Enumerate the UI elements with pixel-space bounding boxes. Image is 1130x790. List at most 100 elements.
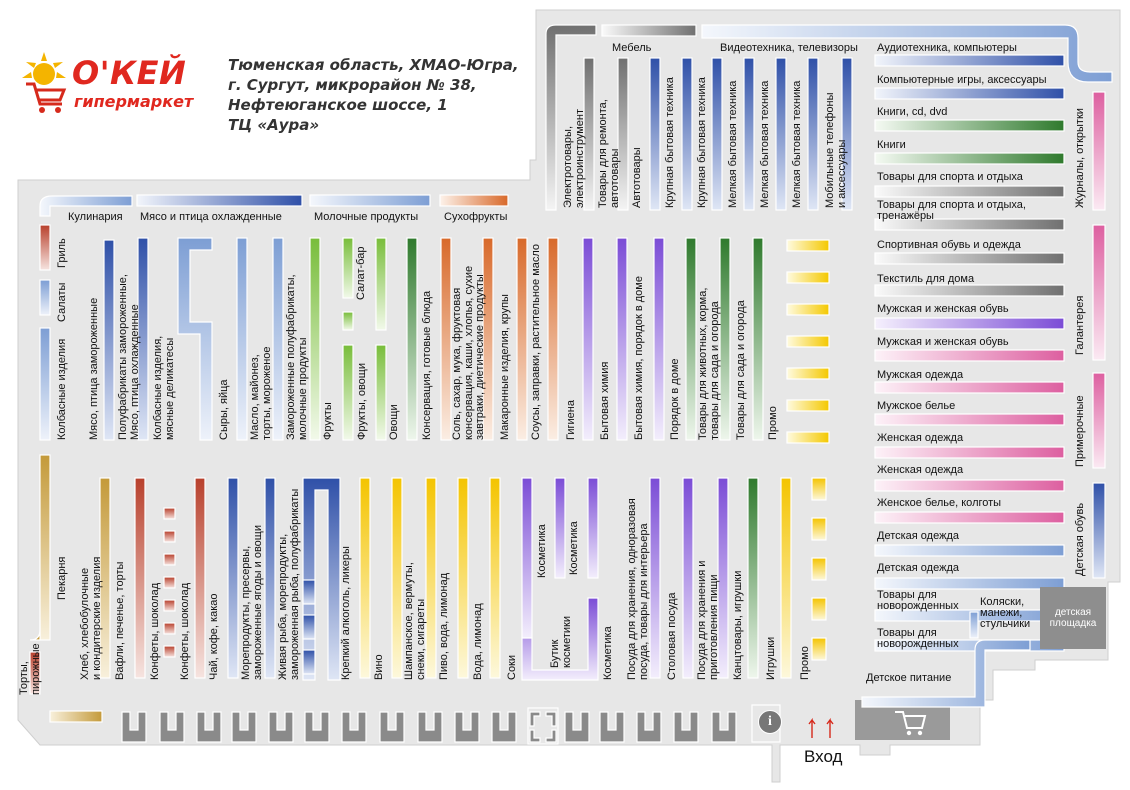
upper-aisle-shelf bbox=[743, 57, 755, 211]
address-line: г. Сургут, микрорайон № 38, bbox=[228, 76, 477, 94]
bakery-counter bbox=[49, 710, 103, 723]
fish-tank bbox=[302, 579, 316, 605]
veg-shelf bbox=[375, 344, 387, 441]
checkout-icon bbox=[599, 711, 625, 743]
kids-shoes-shelf bbox=[1092, 482, 1106, 579]
label-garden: Товары для сада и огорода bbox=[735, 300, 747, 440]
aisle-label-repair: Товары для ремонта, автотовары bbox=[597, 99, 621, 208]
label-waffles: Вафли, печенье, торты bbox=[114, 561, 126, 680]
entrance-arrow-icon bbox=[826, 717, 834, 738]
meat-shelf bbox=[136, 194, 303, 207]
salt-sugar-shelf bbox=[482, 237, 494, 441]
aisle-label-electrics: Электротовары, электроинструмент bbox=[562, 108, 586, 208]
upper-aisle-shelf bbox=[649, 57, 661, 211]
label-furniture: Мебель bbox=[612, 42, 652, 54]
kids-playground[interactable]: детская площадка bbox=[1040, 587, 1106, 649]
promo-shelf bbox=[786, 303, 830, 316]
right-shelf-label: Текстиль для дома bbox=[877, 273, 975, 285]
aisle-label-mobile: Мобильные телефоны и аксессуары bbox=[824, 92, 848, 208]
address-line: Нефтеюганское шоссе, 1 bbox=[228, 96, 448, 114]
label-water: Вода, лимонад bbox=[472, 603, 484, 680]
shelf-label-audio: Аудиотехника, компьютеры bbox=[877, 42, 1017, 54]
right-shelf-label: Женская одежда bbox=[877, 432, 964, 444]
semi-finished-shelf bbox=[137, 237, 149, 441]
address-line: Тюменская область, ХМАО-Югра, bbox=[228, 56, 519, 74]
checkout-icon bbox=[711, 711, 737, 743]
order-shelf bbox=[685, 237, 697, 441]
promo-shelf bbox=[786, 399, 830, 412]
aisle-label-auto: Автотовары bbox=[631, 147, 643, 208]
dishes-shelf bbox=[682, 477, 694, 679]
canned-shelf bbox=[440, 237, 452, 441]
label-chemistry: Бытовая химия bbox=[599, 361, 611, 440]
label-dairy: Молочные продукты bbox=[314, 211, 419, 223]
checkout-icon bbox=[341, 711, 367, 743]
aisle-label-small-appliances: Мелкая бытовая техника bbox=[791, 80, 803, 208]
label-frozen-meat: Мясо, птица замороженные bbox=[88, 297, 100, 440]
beauty-boutique bbox=[521, 597, 599, 681]
salad-bar-small bbox=[342, 311, 354, 331]
dried-fruits-shelf bbox=[439, 194, 509, 207]
furniture-shelf bbox=[601, 24, 697, 37]
right-shelf bbox=[874, 218, 1065, 231]
label-canned: Консервация, готовые блюда bbox=[421, 290, 433, 440]
label-video: Видеотехника, телевизоры bbox=[720, 42, 858, 54]
label-grill: Гриль bbox=[56, 238, 68, 268]
label-frozen-semi: Замороженные полуфабрикаты, молочные прод… bbox=[285, 274, 309, 440]
checkout-icon bbox=[529, 711, 541, 727]
cosmetics-shelf-3 bbox=[587, 477, 599, 579]
shelf-label-books-cd: Книги, cd, dvd bbox=[877, 106, 948, 118]
tableware-shelf bbox=[649, 477, 661, 679]
wine-shelf bbox=[391, 477, 403, 679]
promo-shelf bbox=[786, 239, 830, 252]
checkout-icon bbox=[159, 711, 185, 743]
checkout-icon bbox=[529, 729, 541, 743]
label-culinary: Кулинария bbox=[68, 211, 123, 223]
right-shelf bbox=[874, 119, 1065, 132]
fitting-rooms bbox=[1092, 372, 1106, 469]
aisle-label-small-appliances: Мелкая бытовая техника bbox=[759, 80, 771, 208]
right-shelf bbox=[874, 413, 1065, 426]
promo-shelf bbox=[786, 367, 830, 380]
water-shelf bbox=[489, 477, 501, 679]
aisle-label-small-appliances: Мелкая бытовая техника bbox=[727, 80, 739, 208]
promo-block bbox=[811, 597, 827, 621]
grill bbox=[39, 224, 51, 271]
label-tea: Чай, кофе, какао bbox=[208, 593, 220, 680]
bakery-wall bbox=[39, 454, 51, 641]
right-shelf-label: Детская одежда bbox=[877, 562, 959, 574]
candy-box bbox=[163, 576, 176, 589]
fruits-shelf bbox=[309, 237, 321, 441]
right-shelf bbox=[874, 252, 1065, 265]
stationery-shelf bbox=[747, 477, 759, 679]
right-shelf bbox=[874, 152, 1065, 165]
address-line: ТЦ «Аура» bbox=[228, 116, 320, 134]
label-beauty-boutique: Бутик косметики bbox=[549, 615, 573, 668]
checkout-icon bbox=[454, 711, 480, 743]
promo-shelf bbox=[786, 431, 830, 444]
label-cakes: Торты, пирожные bbox=[18, 643, 42, 695]
store-address: Тюменская область, ХМАО-Югра, г. Сургут,… bbox=[228, 55, 528, 135]
checkout-icon bbox=[231, 711, 257, 743]
label-toys: Игрушки bbox=[765, 636, 777, 680]
shelf-label-baby-food: Детское питание bbox=[866, 672, 952, 684]
cakes-shelf bbox=[29, 651, 41, 695]
cart-wheel bbox=[906, 730, 912, 736]
checkout-icon bbox=[417, 711, 443, 743]
cart-wheel bbox=[917, 730, 923, 736]
label-pets: Товары для животных, корма, товары для са… bbox=[697, 287, 721, 440]
label-meat-poultry: Мясо и птица охлажденные bbox=[140, 211, 282, 223]
right-shelf bbox=[874, 284, 1065, 297]
toys-shelf bbox=[780, 477, 792, 679]
checkout-icon bbox=[304, 711, 330, 743]
aisle-label-large-appliances: Крупная бытовая техника bbox=[696, 77, 708, 208]
label-spirits: Крепкий алкоголь, ликеры bbox=[340, 546, 352, 680]
info-icon[interactable]: i bbox=[758, 710, 782, 734]
label-fish: Живая рыба, морепродукты, замороженная ры… bbox=[277, 488, 301, 680]
shelf-label-books: Книги bbox=[877, 139, 906, 151]
label-hygiene: Гигиена bbox=[565, 400, 577, 440]
label-tableware: Посуда для хранения, одноразовая посуда, … bbox=[626, 498, 650, 680]
okey-logo: О'КЕЙ гипермаркет bbox=[22, 52, 212, 116]
label-champagne: Шампанское, вермуты, снеки, сигареты bbox=[403, 562, 427, 680]
